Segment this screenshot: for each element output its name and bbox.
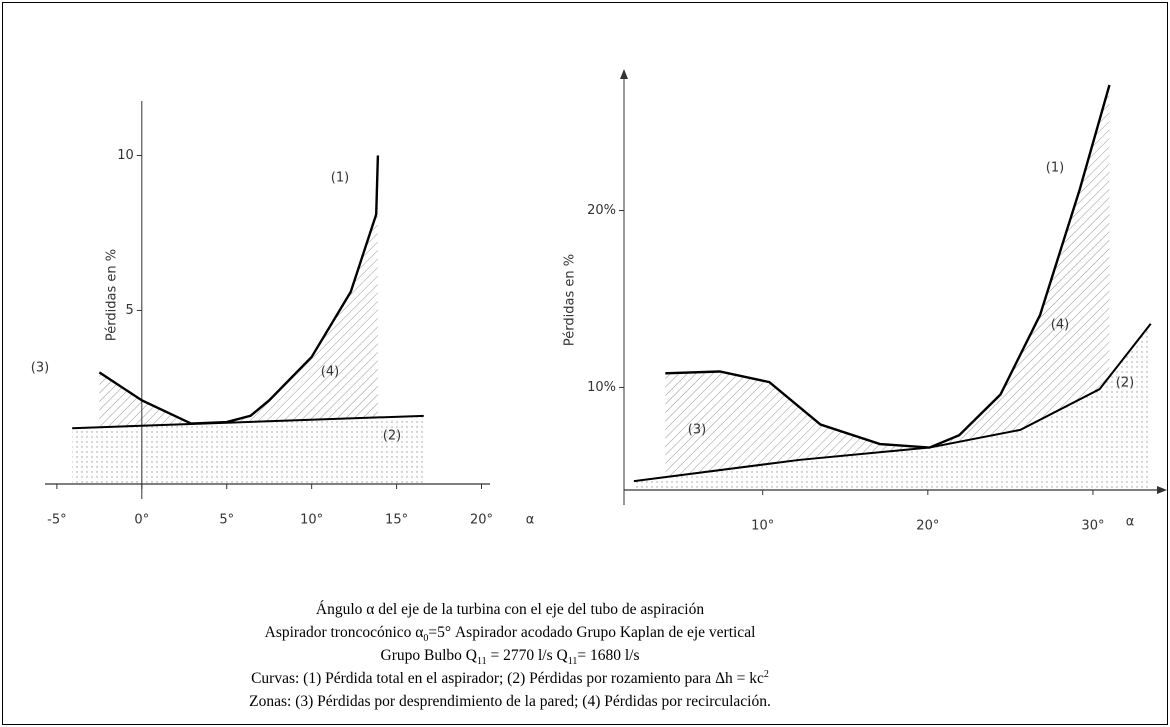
charts: -5° 0° 5° 10° 15° 20° 5 10 Pérdidas en % α (1) (2) (… — [31, 69, 1167, 534]
x-tick-label: 30° — [1081, 519, 1104, 534]
caption-text: = 1680 l/s — [577, 647, 640, 664]
caption-sub: 0 — [423, 633, 429, 645]
x-axis-label: α — [526, 513, 535, 528]
x-axis-label: α — [1126, 515, 1135, 530]
zone-label: (3) — [31, 361, 49, 376]
caption-sub: 11 — [476, 656, 487, 668]
x-tick-label: 20° — [470, 513, 493, 528]
caption-text: =5° Aspirador acodado Grupo Kaplan de ej… — [428, 624, 756, 641]
curve — [98, 155, 380, 425]
curve-label: (2) — [1116, 376, 1134, 391]
caption-sub: 11 — [567, 656, 578, 668]
x-tick-label: 5° — [219, 513, 234, 528]
caption-text: Zonas: (3) Pérdidas por desprendimiento … — [249, 693, 771, 710]
curve — [72, 414, 424, 430]
caption-text: Ángulo α del eje de la turbina con el ej… — [315, 601, 705, 618]
caption-text: Aspirador troncocónico α — [264, 624, 424, 641]
zone-label: (4) — [321, 365, 339, 380]
caption-line: Curvas: (1) Pérdida total en el aspirado… — [0, 667, 1020, 690]
arrow — [1157, 486, 1167, 494]
arrow — [620, 69, 628, 79]
loss-zone — [665, 85, 1110, 478]
caption-line: Grupo Bulbo Q11 = 2770 l/s Q11= 1680 l/s — [0, 644, 1020, 667]
caption-sup: 2 — [763, 668, 769, 680]
curve — [633, 323, 1152, 483]
caption-text: = 2770 l/s Q — [486, 647, 568, 664]
y-tick-label: 10 — [117, 148, 134, 163]
y-axis-label: Pérdidas en % — [563, 254, 578, 346]
y-tick-label: 5 — [126, 303, 134, 318]
x-tick-label: 10° — [751, 519, 774, 534]
caption: Ángulo α del eje de la turbina con el ej… — [0, 598, 1020, 713]
x-tick-label: 20° — [916, 519, 939, 534]
caption-line: Aspirador troncocónico α0=5° Aspirador a… — [0, 621, 1020, 644]
loss-zone — [99, 155, 378, 428]
caption-text: Grupo Bulbo Q — [380, 647, 477, 664]
x-tick-label: 10° — [300, 513, 323, 528]
y-tick-label: 20% — [587, 203, 616, 218]
x-tick-label: -5° — [47, 513, 66, 528]
curve-label: (2) — [383, 429, 401, 444]
curve-label: (1) — [1046, 161, 1064, 176]
caption-text: Curvas: (1) Pérdida total en el aspirado… — [251, 670, 764, 687]
zone-label: (3) — [688, 423, 706, 438]
x-tick-label: 15° — [385, 513, 408, 528]
y-axis-label: Pérdidas en % — [105, 249, 120, 341]
friction-zone — [633, 323, 1151, 490]
caption-line: Ángulo α del eje de la turbina con el ej… — [0, 598, 1020, 621]
caption-line: Zonas: (3) Pérdidas por desprendimiento … — [0, 690, 1020, 713]
x-tick-label: 0° — [134, 513, 149, 528]
curve-label: (1) — [331, 171, 349, 186]
zone-label: (4) — [1051, 318, 1069, 333]
y-tick-label: 10% — [587, 380, 616, 395]
friction-zone — [72, 415, 424, 484]
